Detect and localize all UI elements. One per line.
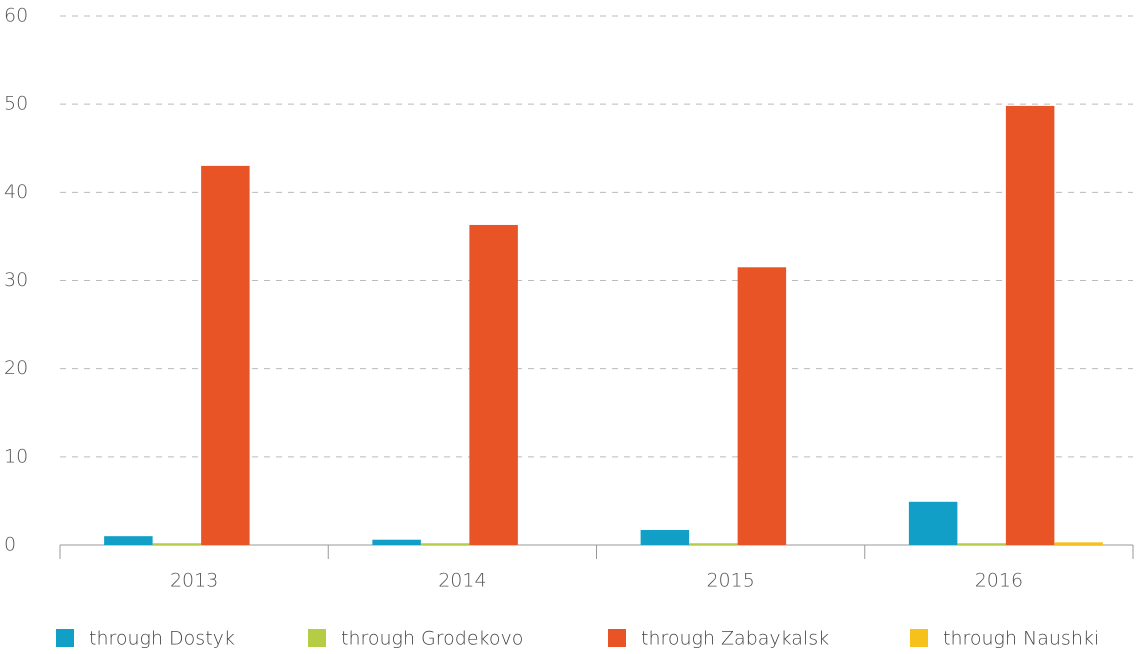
legend-label: through Naushki <box>943 628 1099 650</box>
y-tick-label: 0 <box>4 534 16 556</box>
legend-label: through Dostyk <box>89 628 235 650</box>
y-tick-label: 50 <box>4 93 28 115</box>
legend-label: through Grodekovo <box>341 628 523 650</box>
bar <box>201 165 250 545</box>
x-tick-label: 2015 <box>706 570 754 592</box>
y-tick-label: 10 <box>4 445 28 467</box>
bar <box>689 543 738 545</box>
bar <box>152 543 202 545</box>
legend-swatch <box>910 629 928 647</box>
bar <box>420 543 470 545</box>
legend-swatch <box>608 629 626 647</box>
bar <box>957 543 1006 545</box>
y-tick-label: 40 <box>4 181 28 203</box>
bar <box>372 539 421 545</box>
legend-swatch <box>308 629 326 647</box>
bar <box>737 267 787 545</box>
bar <box>1005 105 1055 546</box>
bar <box>1054 542 1103 545</box>
x-tick-label: 2014 <box>438 570 486 592</box>
legend-swatch <box>56 629 74 647</box>
bar <box>640 530 690 545</box>
legend-label: through Zabaykalsk <box>641 628 829 650</box>
legend: through Dostyk through Grodekovo through Z… <box>56 628 1099 650</box>
y-tick-label: 20 <box>4 357 28 379</box>
bar <box>104 536 153 545</box>
x-tick-label: 2016 <box>975 570 1023 592</box>
y-tick-label: 60 <box>4 5 28 27</box>
bar <box>469 224 518 545</box>
y-tick-label: 30 <box>4 269 28 291</box>
x-tick-label: 2013 <box>170 570 218 592</box>
bar <box>908 501 958 545</box>
